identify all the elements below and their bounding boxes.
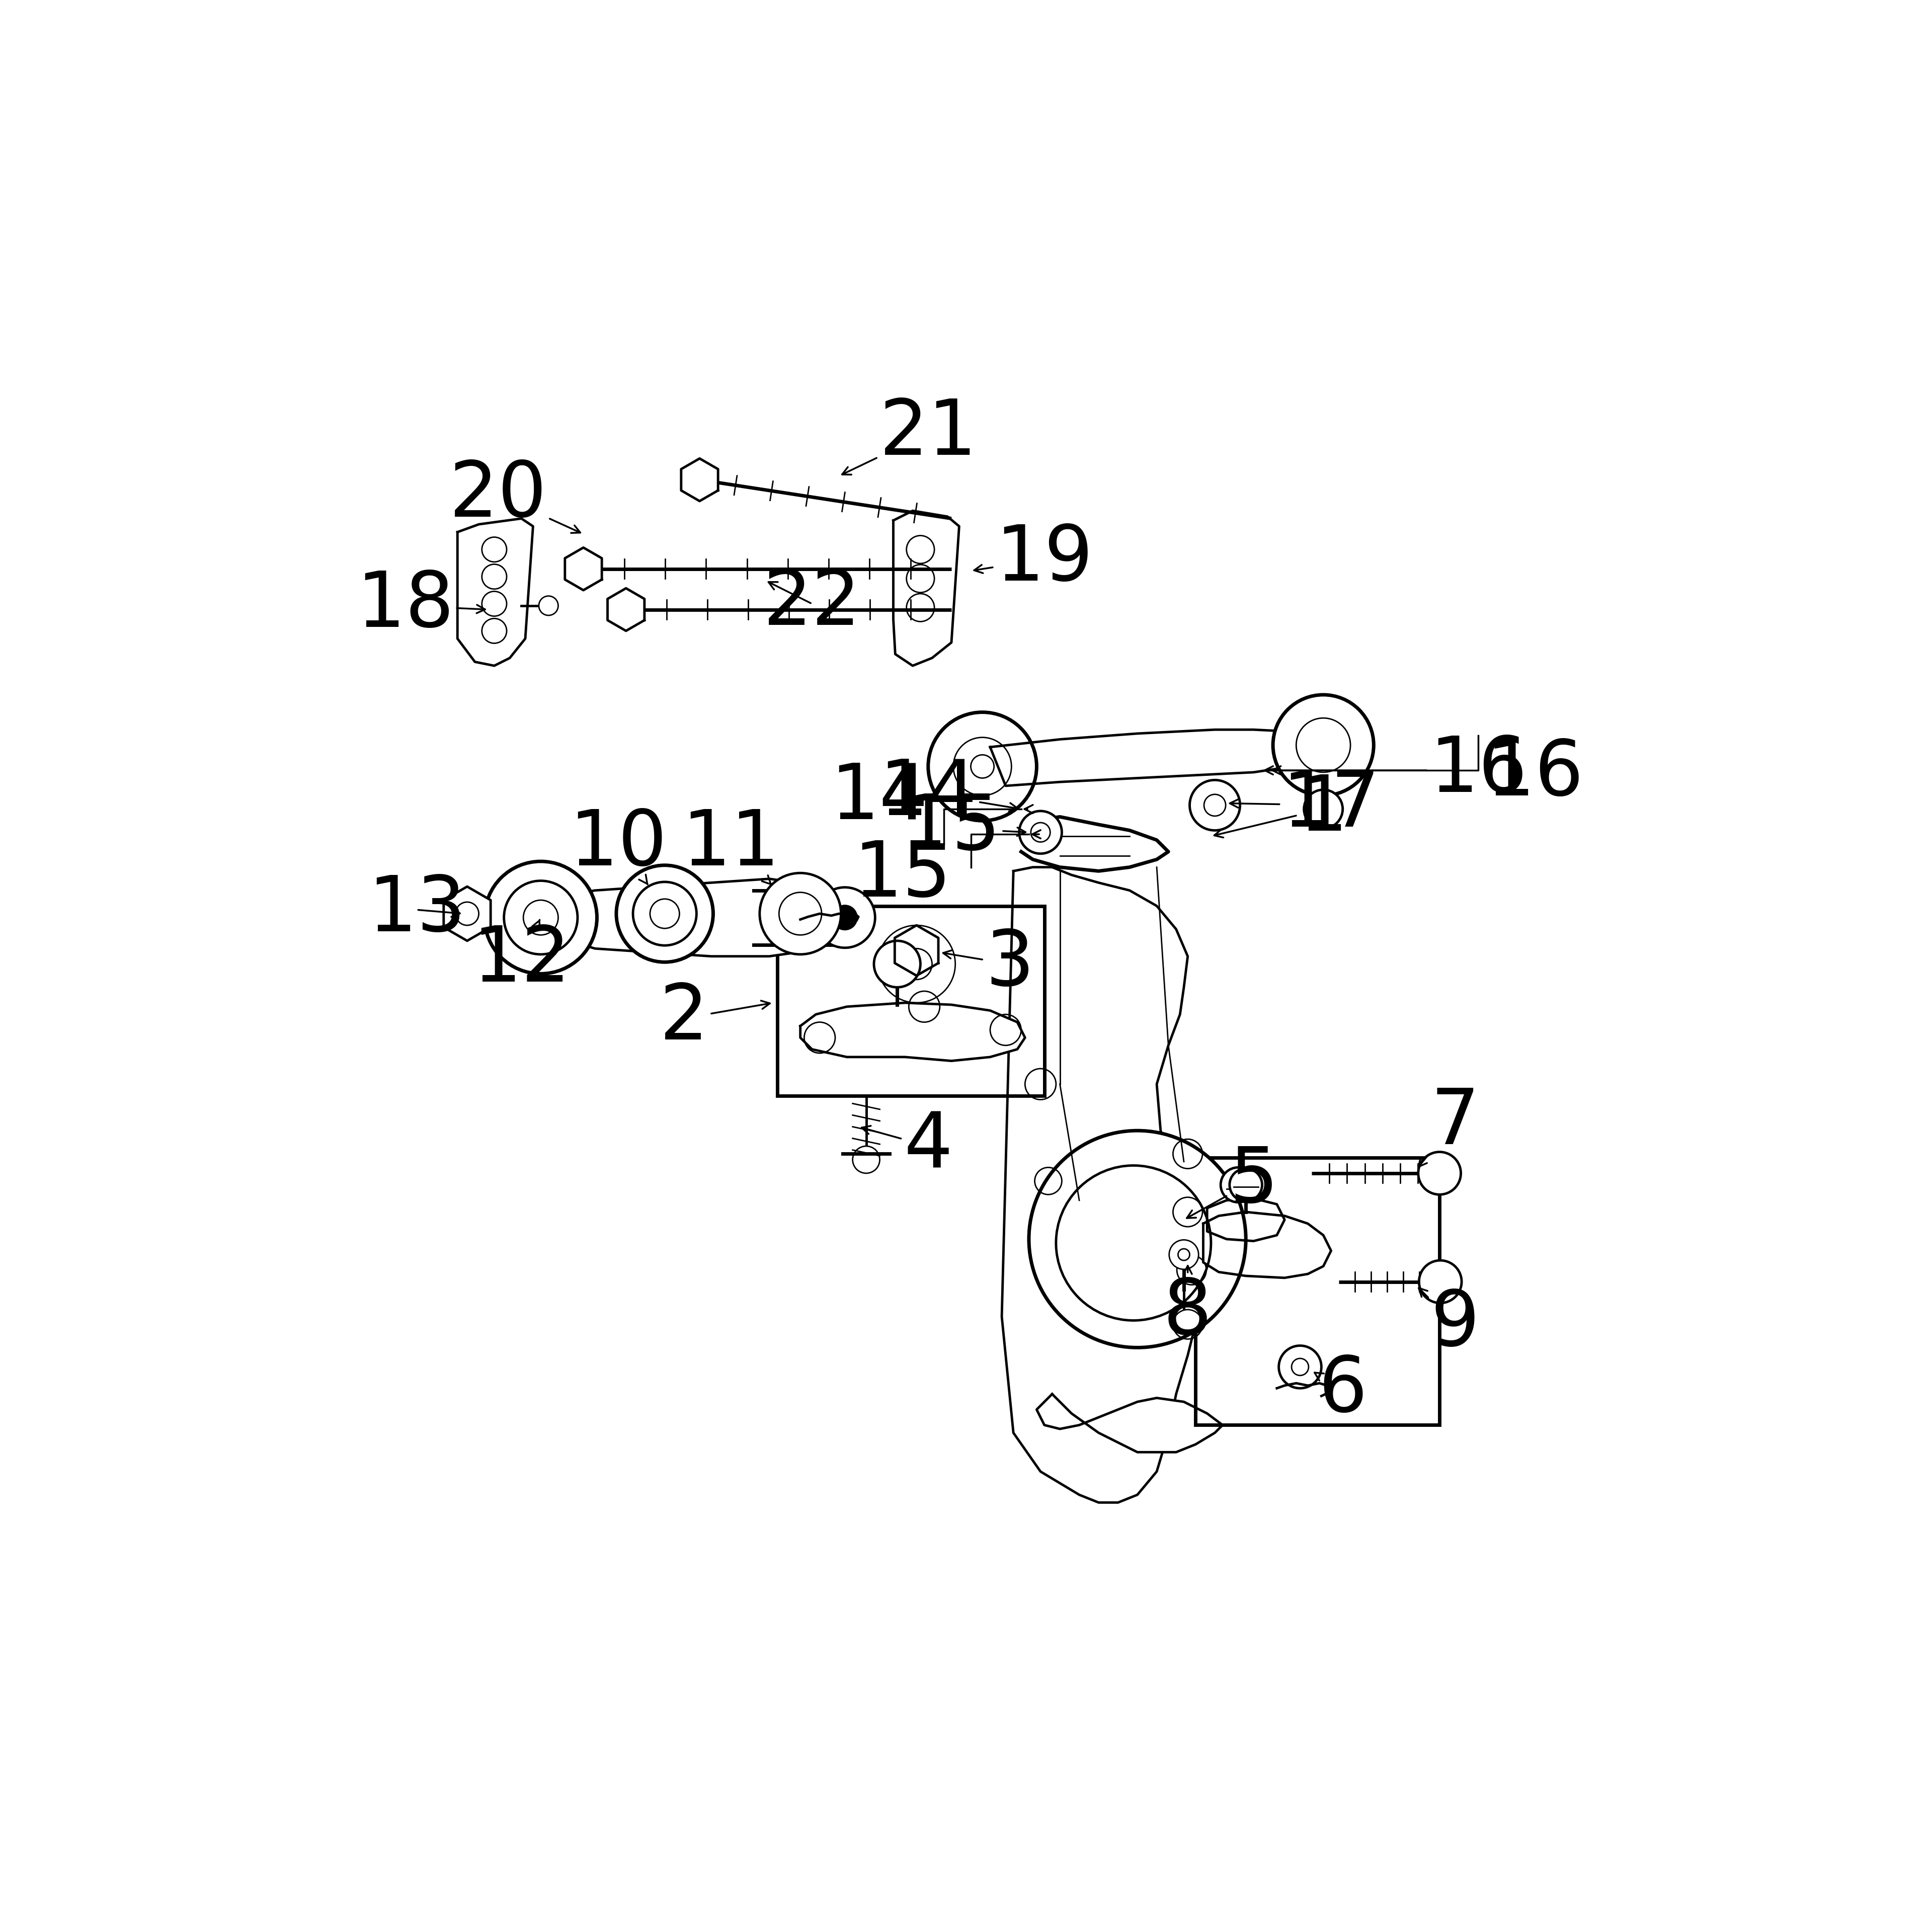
Circle shape xyxy=(1057,1165,1211,1320)
Bar xyxy=(1196,1157,1439,1426)
Text: 20: 20 xyxy=(450,458,580,533)
Text: 5: 5 xyxy=(1186,1144,1279,1219)
Text: 3: 3 xyxy=(943,927,1034,1001)
Text: 2: 2 xyxy=(659,981,769,1055)
Polygon shape xyxy=(989,730,1312,786)
Polygon shape xyxy=(458,518,533,667)
Text: 16: 16 xyxy=(1486,736,1584,811)
Circle shape xyxy=(1418,1260,1463,1302)
Polygon shape xyxy=(444,887,491,941)
Text: 14: 14 xyxy=(831,759,927,835)
Text: 18: 18 xyxy=(355,568,485,643)
Text: 14: 14 xyxy=(879,755,1018,831)
Polygon shape xyxy=(564,547,603,589)
Circle shape xyxy=(815,887,875,949)
Polygon shape xyxy=(1003,867,1200,1503)
Text: 4: 4 xyxy=(862,1109,952,1184)
Circle shape xyxy=(1229,1169,1262,1202)
Text: 6: 6 xyxy=(1314,1352,1368,1428)
Polygon shape xyxy=(800,1003,1026,1061)
Text: 11: 11 xyxy=(682,806,779,885)
Polygon shape xyxy=(1204,1211,1331,1277)
Circle shape xyxy=(1304,790,1343,829)
Text: 8: 8 xyxy=(1163,1265,1211,1350)
Circle shape xyxy=(1221,1167,1256,1202)
Polygon shape xyxy=(682,458,719,500)
Text: 10: 10 xyxy=(570,806,667,885)
Circle shape xyxy=(852,1146,879,1173)
Circle shape xyxy=(539,595,558,616)
Circle shape xyxy=(1273,696,1374,796)
Text: 17: 17 xyxy=(1231,767,1379,842)
Text: 1: 1 xyxy=(1213,771,1349,846)
Circle shape xyxy=(485,862,597,974)
Polygon shape xyxy=(1037,1395,1223,1453)
Polygon shape xyxy=(607,587,645,632)
Circle shape xyxy=(1418,1151,1461,1194)
Text: 21: 21 xyxy=(842,396,978,475)
Circle shape xyxy=(1190,781,1240,831)
Bar xyxy=(777,906,1045,1095)
Polygon shape xyxy=(893,510,958,667)
Text: 15: 15 xyxy=(902,790,1026,866)
Polygon shape xyxy=(1208,1198,1285,1240)
Text: 7: 7 xyxy=(1418,1086,1480,1167)
Circle shape xyxy=(759,873,840,954)
Text: 15: 15 xyxy=(854,837,951,912)
Circle shape xyxy=(877,925,954,1003)
Circle shape xyxy=(1030,1130,1246,1349)
Polygon shape xyxy=(541,879,831,956)
Polygon shape xyxy=(1022,817,1169,871)
Text: 13: 13 xyxy=(367,873,466,947)
Text: 16: 16 xyxy=(1265,732,1526,808)
Polygon shape xyxy=(895,925,939,976)
Text: 22: 22 xyxy=(763,566,862,641)
Circle shape xyxy=(616,866,713,962)
Circle shape xyxy=(927,713,1037,821)
Circle shape xyxy=(1279,1345,1321,1389)
Circle shape xyxy=(833,906,856,929)
Text: 12: 12 xyxy=(473,920,570,997)
Circle shape xyxy=(873,941,920,987)
Text: 9: 9 xyxy=(1418,1287,1480,1362)
Circle shape xyxy=(1169,1240,1198,1269)
Text: 19: 19 xyxy=(974,522,1094,597)
Circle shape xyxy=(1020,811,1063,854)
